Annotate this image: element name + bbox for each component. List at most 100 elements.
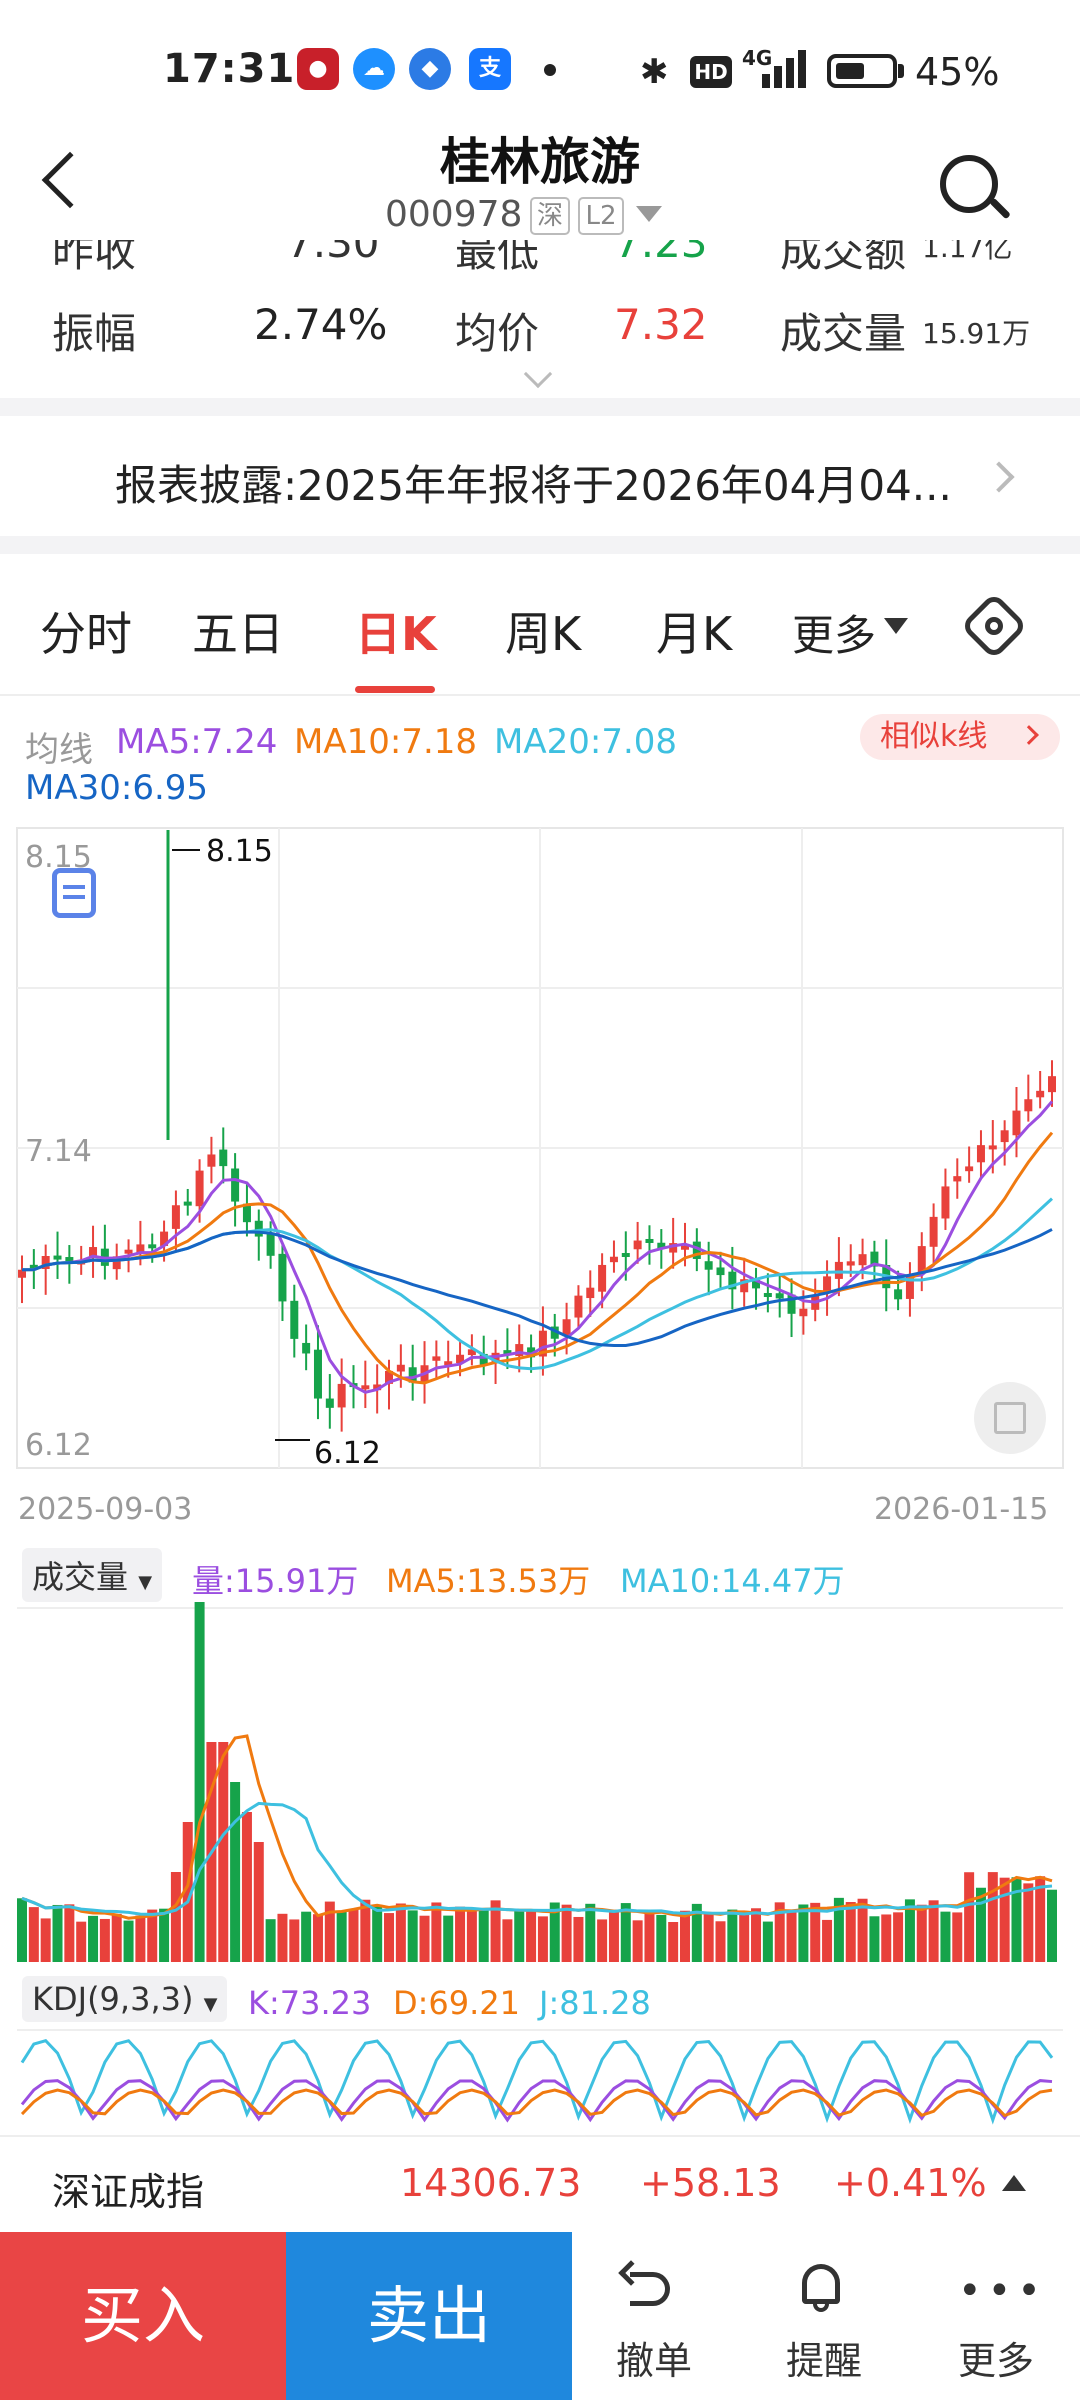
candle-body: [361, 1385, 370, 1390]
bell-icon[interactable]: [796, 2258, 846, 2314]
volume-bar: [774, 1902, 785, 1962]
candle-body: [385, 1370, 394, 1384]
candle-body: [763, 1293, 772, 1298]
search-icon[interactable]: [940, 155, 998, 213]
candle-body: [479, 1353, 488, 1365]
index-pct: +0.41%: [834, 2161, 987, 2205]
expand-up-icon[interactable]: [1002, 2175, 1026, 2191]
kline-chart[interactable]: [0, 820, 1080, 2140]
candle-body: [657, 1242, 666, 1249]
candle-body: [704, 1261, 713, 1270]
candle-body: [396, 1364, 405, 1372]
remind-button[interactable]: 提醒: [785, 2339, 862, 2383]
candle-body: [775, 1293, 784, 1299]
volume-bar: [241, 1812, 252, 1962]
volume-bar: [490, 1900, 501, 1962]
buy-button[interactable]: 买入: [0, 2232, 286, 2400]
volume-indicator-select[interactable]: 成交量 ▼: [22, 1548, 163, 1602]
candle-body: [905, 1274, 914, 1299]
tab-intraday[interactable]: 分时: [40, 607, 132, 661]
undo-icon[interactable]: [618, 2260, 678, 2312]
volume-bar: [893, 1912, 904, 1962]
volume-bar: [289, 1919, 300, 1962]
volume-bar: [395, 1903, 406, 1962]
kdj-j-line: [20, 2038, 1054, 2125]
dropdown-icon: ▼: [203, 1994, 218, 2015]
tab-weekly-k[interactable]: 周K: [505, 607, 582, 661]
volume-bar: [845, 1902, 856, 1962]
volume-bar: [597, 1919, 608, 1962]
cancel-order-button[interactable]: 撤单: [615, 2339, 692, 2383]
volume-bar: [916, 1904, 927, 1962]
tab-more[interactable]: 更多: [792, 611, 877, 660]
candle-body: [65, 1257, 74, 1262]
candle-body: [219, 1149, 228, 1167]
volume-bar: [230, 1782, 241, 1962]
index-change: +58.13: [640, 2161, 781, 2205]
notice-text: 报表披露:2025年年报将于2026年04月04...: [115, 461, 952, 510]
volume-bar: [964, 1872, 975, 1962]
ma-lines: [21, 1100, 1054, 1394]
candle-body: [373, 1384, 382, 1391]
tab-monthly-k[interactable]: 月K: [656, 607, 733, 661]
volume-select-label: 成交量: [32, 1558, 129, 1596]
more-button[interactable]: 更多: [957, 2339, 1034, 2383]
notice-bar[interactable]: 报表披露:2025年年报将于2026年04月04...: [0, 416, 1080, 918]
calendar-report-icon: [52, 868, 96, 918]
volume-bar: [372, 1905, 383, 1962]
status-bar: 17:31 ● ☁ ◆ 支 ✱ HD 4G 45%: [0, 0, 1080, 140]
tab-five-day[interactable]: 五日: [192, 607, 284, 661]
volume-bar: [810, 1902, 821, 1962]
kdj-indicator-select[interactable]: KDJ(9,3,3) ▼: [22, 1976, 228, 2022]
volume-value: 15.91万: [922, 317, 1031, 350]
settings-icon[interactable]: [960, 592, 1028, 660]
candle-body: [728, 1271, 737, 1290]
candle-body: [1012, 1110, 1021, 1136]
volume-bar: [360, 1899, 371, 1962]
app-icon-blue-leaf: ◆: [409, 48, 451, 90]
volume-bar: [526, 1911, 537, 1962]
candle-body: [302, 1342, 311, 1354]
volume-bar: [111, 1913, 122, 1962]
volume-bar: [194, 1602, 205, 1962]
kdj-k-line: [20, 2079, 1053, 2123]
similar-k-button[interactable]: 相似k线: [860, 714, 1060, 760]
more-dots-icon[interactable]: •••: [958, 2268, 1047, 2314]
sell-button[interactable]: 卖出: [286, 2232, 572, 2400]
expand-chevron-icon[interactable]: [523, 359, 553, 389]
kdj-d-line: [20, 2088, 1053, 2118]
volume-bar: [703, 1914, 714, 1962]
candle-body: [941, 1186, 950, 1219]
kdj-select-label: KDJ(9,3,3): [32, 1980, 194, 2018]
candle-body: [823, 1276, 832, 1292]
volume-bar: [277, 1913, 288, 1962]
index-ticker-bar[interactable]: 深证成指 14306.73 +58.13 +0.41%: [0, 2135, 1080, 2231]
volume-bar: [88, 1915, 99, 1962]
volume-bar: [336, 1910, 347, 1962]
volume-bar: [17, 1898, 27, 1962]
volume-bar: [99, 1918, 110, 1962]
volume-bar: [585, 1903, 596, 1962]
volume-bar: [668, 1921, 679, 1962]
candle-body: [846, 1261, 855, 1266]
y-tick-top: 8.15: [25, 840, 92, 875]
tab-daily-k[interactable]: 日K: [355, 607, 437, 661]
index-name: 深证成指: [52, 2170, 205, 2214]
volume-bar: [52, 1904, 63, 1962]
notification-dot-icon: [544, 64, 556, 76]
volume-bar: [632, 1920, 643, 1962]
stock-switch-dropdown-icon[interactable]: [636, 206, 662, 222]
volume-bar: [975, 1887, 986, 1962]
candle-body: [160, 1231, 169, 1246]
volume-ma10-label: MA10:14.47万: [620, 1562, 845, 1600]
y-tick-mid: 7.14: [25, 1134, 92, 1169]
candle-body: [692, 1241, 701, 1259]
fullscreen-icon[interactable]: [974, 1382, 1046, 1454]
index-value: 14306.73: [400, 2161, 582, 2205]
volume-bar: [727, 1909, 738, 1962]
volume-bar: [64, 1904, 75, 1962]
volume-bar: [679, 1910, 690, 1962]
volume-bar: [455, 1906, 466, 1962]
more-dropdown-icon[interactable]: [884, 618, 908, 634]
volume-bar: [76, 1921, 87, 1962]
